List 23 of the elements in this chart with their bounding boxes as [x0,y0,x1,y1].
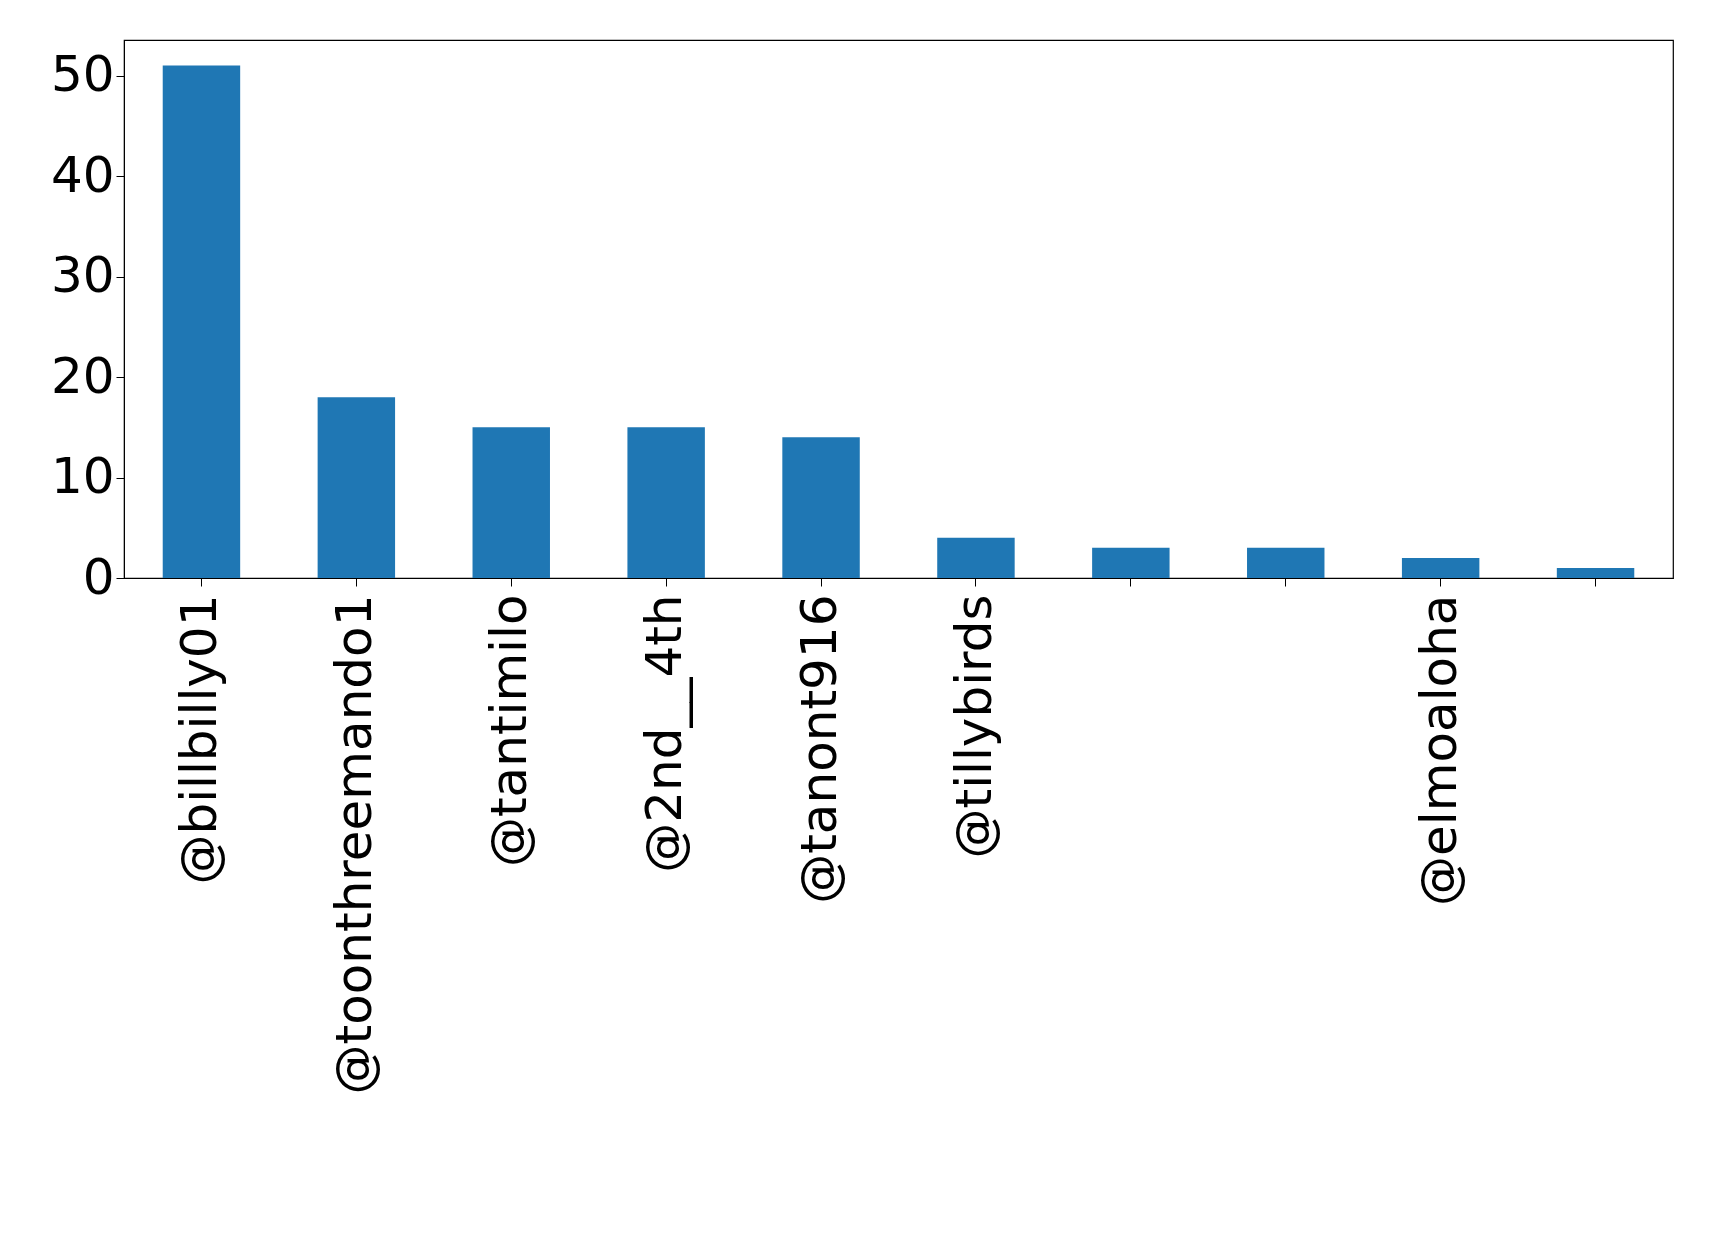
bar [317,397,396,578]
bar [937,537,1015,578]
y-tick-label: 20 [50,346,115,405]
y-tick-label: 50 [50,45,115,104]
x-tick-label: @billbilly01 [170,594,229,885]
y-tick-label: 10 [50,447,115,506]
bar [472,427,550,578]
bar [627,427,705,578]
bar [1401,557,1480,578]
bar [1092,547,1170,578]
bar [1247,547,1325,578]
y-tick-label: 40 [50,145,115,204]
y-tick-label: 0 [82,547,115,606]
x-tick-label: @tantimilo [480,594,539,868]
y-tick-label: 30 [50,246,115,305]
x-tick-label: @2nd__4th [635,594,694,873]
x-tick-label: @tillybirds [944,594,1003,859]
bar [162,65,241,578]
x-tick-label: @toonthreemando1 [325,594,384,1095]
bar [782,437,860,578]
x-tick-label: @elmoaloha [1409,594,1468,906]
bar [1556,567,1635,578]
x-tick-label: @tanont916 [790,594,849,904]
